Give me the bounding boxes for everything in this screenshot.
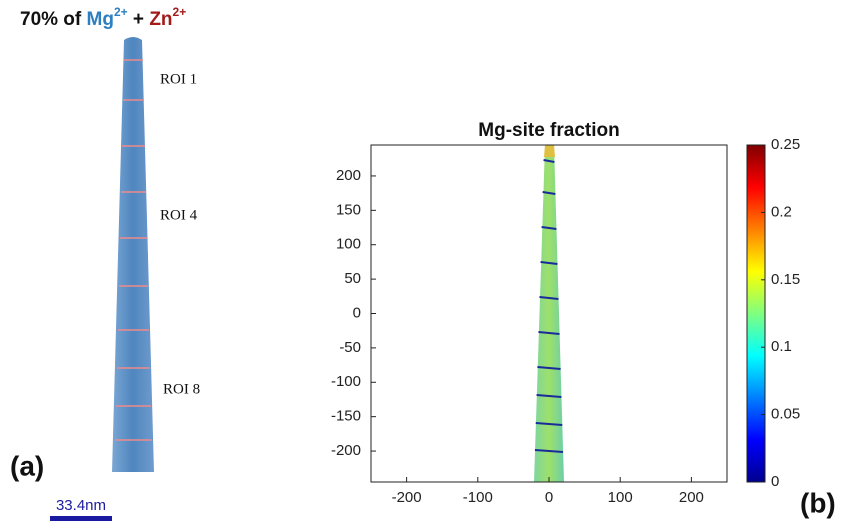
colorbar-tick-label: 0.25 [771,136,800,153]
depleted-band [541,226,557,230]
x-tick-label: 200 [679,489,704,506]
panel-label: (b) [800,487,836,518]
x-tick-label: -200 [392,489,422,506]
roi-label: ROI 4 [160,207,198,223]
colorbar-tick-label: 0.1 [771,338,792,355]
y-tick-label: 50 [344,270,361,287]
scale-bar-label: 33.4nm [56,497,106,514]
sample-tip [544,145,555,157]
depleted-band [540,261,558,265]
y-tick-label: 150 [336,201,361,218]
y-tick-label: 100 [336,236,361,253]
panel-a-title: 70% of Mg2+ + Zn2+ [20,5,186,30]
depleted-band [536,394,562,398]
colorbar-tick-label: 0.05 [771,406,800,423]
depleted-band [537,366,561,370]
x-tick-label: 0 [545,489,553,506]
x-tick-label: -100 [463,489,493,506]
colorbar [746,144,766,483]
roi-lines [115,59,152,441]
depleted-band [538,331,560,335]
roi-label: ROI 8 [163,381,200,397]
colorbar-tick-label: 0 [771,473,779,490]
depleted-band [542,191,556,195]
chart-title: Mg-site fraction [478,120,619,141]
depleted-band [543,159,555,163]
x-tick-label: 100 [608,489,633,506]
depleted-band [535,422,563,426]
depleted-band [534,449,564,453]
sample-map [534,145,564,482]
y-tick-label: -150 [331,408,361,425]
panel-label: (a) [10,450,44,481]
y-tick-label: -200 [331,442,361,459]
y-tick-label: 0 [353,304,361,321]
y-tick-label: -50 [339,339,361,356]
colorbar-tick-label: 0.15 [771,271,800,288]
colorbar-tick-label: 0.2 [771,203,792,220]
roi-label: ROI 1 [160,71,197,87]
y-tick-label: -100 [331,373,361,390]
y-tick-label: 200 [336,167,361,184]
depleted-band [539,296,559,300]
scale-bar [50,516,112,521]
